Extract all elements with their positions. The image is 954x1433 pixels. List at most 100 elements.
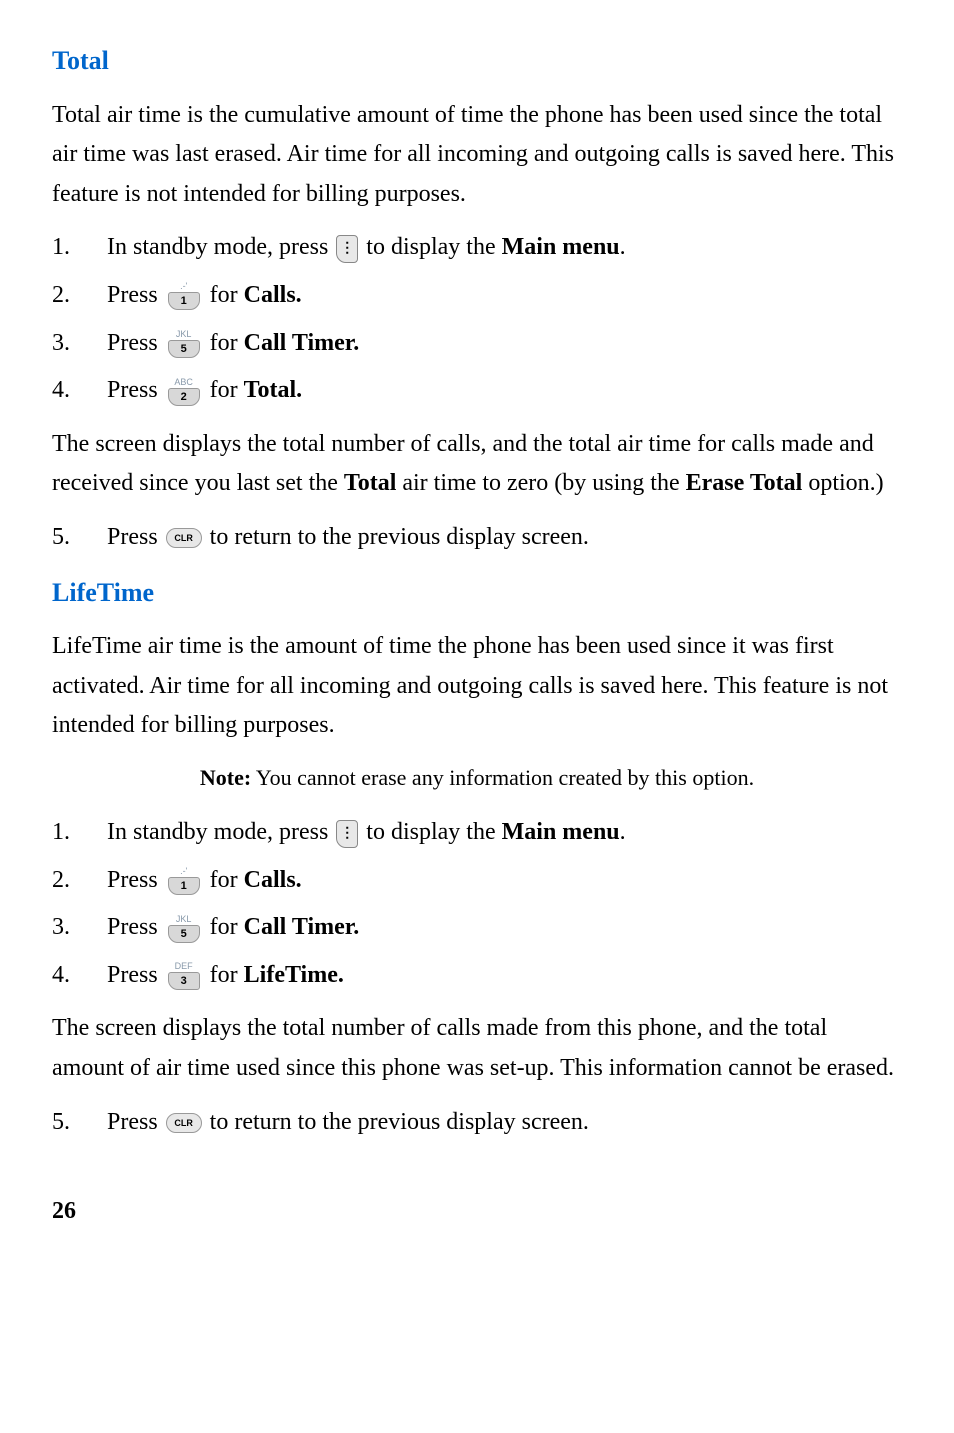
key-num: 5 xyxy=(168,340,200,358)
list-item: 1. In standby mode, press to display the… xyxy=(52,228,902,268)
step-content: Press JKL 5 for Call Timer. xyxy=(107,908,902,948)
steps-list-total: 1. In standby mode, press to display the… xyxy=(52,228,902,410)
step-text: to return to the previous display screen… xyxy=(210,1109,589,1135)
key-1-icon: .-' 1 xyxy=(166,282,202,310)
key-3-icon: DEF 3 xyxy=(166,962,202,990)
key-num: 2 xyxy=(168,388,200,406)
step-number: 3. xyxy=(52,908,107,948)
list-item: 4. Press ABC 2 for Total. xyxy=(52,371,902,411)
key-num: 3 xyxy=(168,972,200,990)
step-text: Press xyxy=(107,1109,164,1135)
step-text: for xyxy=(210,914,244,940)
step-number: 2. xyxy=(52,861,107,901)
section-heading-total: Total xyxy=(52,40,902,82)
step-text: Press xyxy=(107,330,164,356)
step-bold: Calls. xyxy=(244,282,302,308)
step-text: for xyxy=(210,282,244,308)
step-text: to display the xyxy=(366,234,501,260)
step-bold: Main menu xyxy=(502,234,620,260)
key-num: 5 xyxy=(168,925,200,943)
step-text: to display the xyxy=(366,819,501,845)
key-1-icon: .-' 1 xyxy=(166,867,202,895)
list-item: 1. In standby mode, press to display the… xyxy=(52,813,902,853)
step-content: In standby mode, press to display the Ma… xyxy=(107,228,902,268)
paragraph-mid-lifetime: The screen displays the total number of … xyxy=(52,1009,902,1088)
step-text: In standby mode, press xyxy=(107,234,328,260)
step-text: Press xyxy=(107,914,164,940)
key-5-icon: JKL 5 xyxy=(166,330,202,358)
step-text: . xyxy=(620,819,626,845)
step-bold: LifeTime. xyxy=(244,962,344,988)
key-label: .-' xyxy=(180,282,187,291)
step-number: 2. xyxy=(52,276,107,316)
step-text: for xyxy=(210,962,244,988)
step-content: Press .-' 1 for Calls. xyxy=(107,276,902,316)
step-bold: Call Timer. xyxy=(244,914,360,940)
menu-key-icon xyxy=(336,820,358,848)
step5-list-total: 5. Press CLR to return to the previous d… xyxy=(52,518,902,558)
note-block: Note: You cannot erase any information c… xyxy=(52,760,902,795)
step-text: Press xyxy=(107,867,164,893)
text-span: air time to zero (by using the xyxy=(396,470,685,496)
key-label: DEF xyxy=(175,962,193,971)
step-text: for xyxy=(210,377,244,403)
list-item: 4. Press DEF 3 for LifeTime. xyxy=(52,956,902,996)
text-span: option.) xyxy=(802,470,883,496)
key-2-icon: ABC 2 xyxy=(166,378,202,406)
step-content: Press CLR to return to the previous disp… xyxy=(107,1103,902,1143)
step-content: Press CLR to return to the previous disp… xyxy=(107,518,902,558)
key-label: JKL xyxy=(176,915,192,924)
menu-key-icon xyxy=(336,235,358,263)
step-content: In standby mode, press to display the Ma… xyxy=(107,813,902,853)
step-text: to return to the previous display screen… xyxy=(210,524,589,550)
clr-key-icon: CLR xyxy=(166,1113,202,1133)
step-bold: Main menu xyxy=(502,819,620,845)
paragraph-intro-lifetime: LifeTime air time is the amount of time … xyxy=(52,627,902,746)
step-bold: Call Timer. xyxy=(244,330,360,356)
step-number: 1. xyxy=(52,813,107,853)
section-heading-lifetime: LifeTime xyxy=(52,572,902,614)
step-content: Press DEF 3 for LifeTime. xyxy=(107,956,902,996)
key-num: 1 xyxy=(168,877,200,895)
steps-list-lifetime: 1. In standby mode, press to display the… xyxy=(52,813,902,995)
step-text: for xyxy=(210,330,244,356)
bold-span: Erase Total xyxy=(686,470,803,496)
step-bold: Total. xyxy=(244,377,302,403)
step-text: Press xyxy=(107,377,164,403)
key-label: JKL xyxy=(176,330,192,339)
step-text: . xyxy=(620,234,626,260)
key-label: .-' xyxy=(180,867,187,876)
step-text: Press xyxy=(107,962,164,988)
key-label: ABC xyxy=(174,378,193,387)
step-content: Press .-' 1 for Calls. xyxy=(107,861,902,901)
page-number: 26 xyxy=(52,1192,902,1230)
note-text: You cannot erase any information created… xyxy=(251,765,754,790)
step-content: Press JKL 5 for Call Timer. xyxy=(107,324,902,364)
step-text: Press xyxy=(107,524,164,550)
note-label: Note: xyxy=(200,765,251,790)
step-number: 5. xyxy=(52,518,107,558)
paragraph-mid-total: The screen displays the total number of … xyxy=(52,425,902,504)
step-content: Press ABC 2 for Total. xyxy=(107,371,902,411)
step-text: In standby mode, press xyxy=(107,819,334,845)
step-number: 1. xyxy=(52,228,107,268)
step-number: 5. xyxy=(52,1103,107,1143)
step-number: 4. xyxy=(52,371,107,411)
step-bold: Calls. xyxy=(244,867,302,893)
step-text: for xyxy=(210,867,244,893)
paragraph-intro-total: Total air time is the cumulative amount … xyxy=(52,96,902,215)
list-item: 3. Press JKL 5 for Call Timer. xyxy=(52,908,902,948)
step-number: 4. xyxy=(52,956,107,996)
list-item: 5. Press CLR to return to the previous d… xyxy=(52,518,902,558)
key-num: 1 xyxy=(168,292,200,310)
key-5-icon: JKL 5 xyxy=(166,915,202,943)
clr-key-icon: CLR xyxy=(166,528,202,548)
list-item: 2. Press .-' 1 for Calls. xyxy=(52,861,902,901)
list-item: 2. Press .-' 1 for Calls. xyxy=(52,276,902,316)
list-item: 3. Press JKL 5 for Call Timer. xyxy=(52,324,902,364)
step-number: 3. xyxy=(52,324,107,364)
bold-span: Total xyxy=(344,470,396,496)
step-text: Press xyxy=(107,282,164,308)
list-item: 5. Press CLR to return to the previous d… xyxy=(52,1103,902,1143)
step5-list-lifetime: 5. Press CLR to return to the previous d… xyxy=(52,1103,902,1143)
